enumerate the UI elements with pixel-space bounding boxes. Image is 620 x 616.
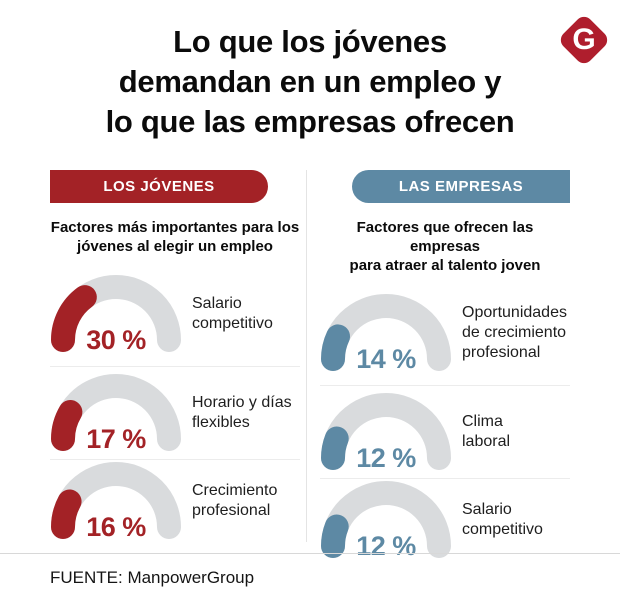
gauge-label: Horario y días flexibles	[192, 394, 292, 431]
comparison-columns: LOS JÓVENES Factores más importantes par…	[50, 170, 570, 561]
gauge: 12 %	[320, 480, 452, 561]
footer-divider	[0, 553, 620, 554]
page-title: Lo que los jóvenes demandan en un empleo…	[0, 22, 620, 142]
gauge-fill	[321, 426, 349, 470]
page-title-line-3: lo que las empresas ofrecen	[105, 104, 515, 139]
page-title-line-2: demandan en un empleo y	[118, 64, 502, 99]
gauge-label: Salario competitivo	[462, 501, 543, 538]
source-credit: FUENTE: ManpowerGroup	[50, 568, 255, 587]
row-divider	[320, 385, 570, 386]
column-subtitle-empresas: Factores que ofrecen las empresas para a…	[349, 219, 541, 274]
gauge-value: 12 %	[356, 531, 416, 561]
row-divider	[50, 459, 300, 460]
brand-logo: G	[556, 12, 612, 68]
gauge-arc	[321, 481, 451, 558]
gauge-rows-jovenes: 30 % Salario competitivo 17 % Horario y …	[50, 262, 300, 542]
gauge-label: Oportunidades de crecimiento profesional	[462, 304, 567, 361]
column-empresas: LAS EMPRESAS Factores que ofrecen las em…	[320, 170, 570, 561]
gauge-fill	[321, 514, 349, 558]
gauge-value: 12 %	[356, 443, 416, 473]
gauge-value: 30 %	[86, 325, 146, 355]
gauge: 30 %	[50, 274, 182, 355]
gauge-arc	[51, 374, 181, 451]
gauge: 16 %	[50, 461, 182, 542]
gauge-row: 17 % Horario y días flexibles	[50, 367, 300, 459]
column-header-empresas: LAS EMPRESAS	[352, 170, 570, 203]
column-jovenes: LOS JÓVENES Factores más importantes par…	[50, 170, 300, 561]
gauge-value: 14 %	[356, 344, 416, 374]
gauge-rows-empresas: 14 % Oportunidades de crecimiento profes…	[320, 281, 570, 561]
column-divider	[306, 170, 307, 542]
column-header-jovenes: LOS JÓVENES	[50, 170, 268, 203]
gauge: 12 %	[320, 392, 452, 473]
gauge-row: 12 % Salario competitivo	[320, 479, 570, 561]
row-divider	[320, 478, 570, 479]
gauge-arc	[51, 275, 181, 352]
row-divider	[50, 366, 300, 367]
gauge-fill	[51, 285, 97, 352]
gauge-row: 16 % Crecimiento profesional	[50, 460, 300, 542]
page-title-line-1: Lo que los jóvenes	[173, 24, 447, 59]
gauge-row: 14 % Oportunidades de crecimiento profes…	[320, 281, 570, 385]
gauge-row: 30 % Salario competitivo	[50, 262, 300, 366]
gauge-arc	[321, 393, 451, 470]
gauge-label: Salario competitivo	[192, 295, 273, 332]
gauge: 17 %	[50, 373, 182, 454]
gauge-fill	[51, 400, 83, 451]
gauge-fill	[320, 324, 351, 371]
gauge-label: Crecimiento profesional	[192, 482, 278, 519]
gauge: 14 %	[320, 293, 452, 374]
gauge-arc	[320, 294, 451, 371]
logo-letter: G	[572, 23, 596, 56]
gauge-value: 16 %	[86, 512, 146, 542]
gauge-arc	[51, 462, 181, 539]
gauge-label: Clima laboral	[462, 413, 511, 450]
gauge-value: 17 %	[86, 424, 146, 454]
column-subtitle-jovenes: Factores más importantes para los jóvene…	[50, 219, 300, 255]
gauge-row: 12 % Clima laboral	[320, 386, 570, 478]
gauge-fill	[51, 489, 82, 539]
